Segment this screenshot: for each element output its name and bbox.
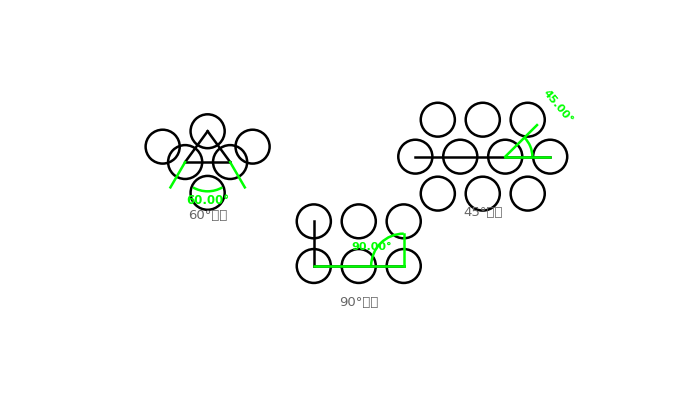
Text: 60.00°: 60.00° — [186, 194, 229, 207]
Text: 45.00°: 45.00° — [541, 87, 575, 125]
Text: 45°错排: 45°错排 — [463, 206, 503, 218]
Text: 90.00°: 90.00° — [351, 241, 392, 252]
Text: 60°错排: 60°错排 — [188, 210, 228, 223]
Text: 90°直排: 90°直排 — [339, 297, 379, 310]
